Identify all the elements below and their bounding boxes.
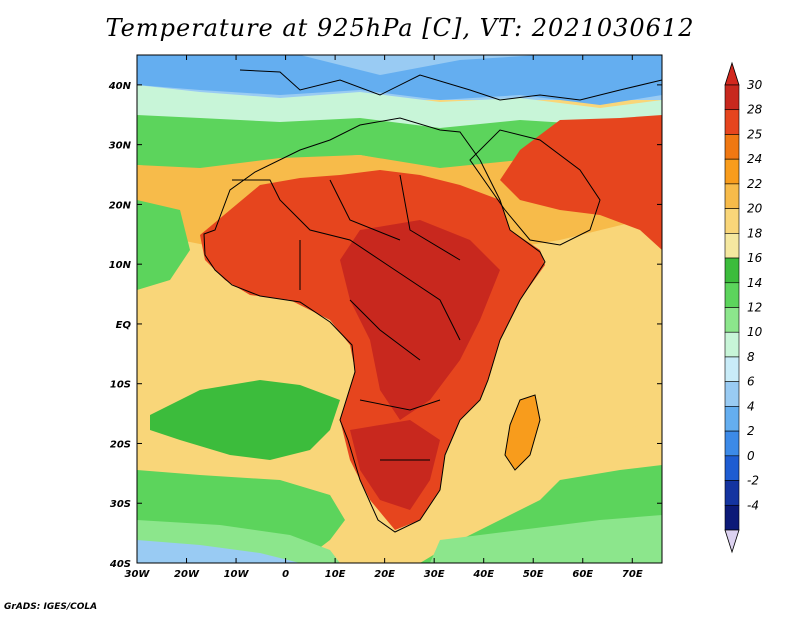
coastlines	[203, 69, 662, 533]
colorbar-swatch	[724, 406, 740, 432]
lat-tick-label: 20N	[109, 200, 132, 211]
colorbar-swatch	[724, 356, 740, 382]
colorbar-label: 2	[747, 424, 755, 438]
colorbar-swatch	[724, 381, 740, 407]
colorbar-bottom-arrow	[724, 529, 740, 554]
lon-tick-label: 10E	[325, 569, 346, 580]
lon-tick-label: 70E	[622, 569, 643, 580]
colorbar-swatch	[724, 109, 740, 135]
colorbar-swatch	[724, 158, 740, 185]
lat-tick-label: 20S	[110, 439, 131, 450]
colorbar-label: 8	[747, 350, 755, 364]
colorbar-top-arrow	[724, 61, 740, 86]
colorbar-label: 22	[747, 177, 762, 191]
colorbar-label: 0	[747, 449, 755, 463]
lon-tick-label: 20W	[174, 569, 200, 580]
colorbar-label: 16	[747, 251, 763, 265]
madagascar-coast	[504, 394, 541, 471]
colorbar-swatch	[724, 504, 740, 531]
lat-tick-label: 10S	[110, 380, 131, 391]
madagascar	[505, 395, 540, 470]
south-atlantic-green	[150, 380, 340, 460]
lon-tick-label: 20E	[374, 569, 395, 580]
colorbar-swatch	[724, 331, 740, 358]
colorbar-swatch	[724, 282, 740, 308]
colorbar-label: 28	[747, 103, 763, 117]
lat-tick-label: 30N	[109, 141, 132, 152]
colorbar-swatch	[724, 208, 740, 234]
colorbar-label: 25	[747, 127, 762, 141]
country-borders	[232, 174, 461, 461]
colorbar-label: 30	[747, 78, 763, 92]
central-africa-hottest	[340, 220, 500, 420]
temperature-field	[137, 55, 662, 563]
colorbar-label: -2	[747, 474, 759, 488]
colorbar-swatch	[724, 257, 740, 284]
lon-tick-label: 30W	[125, 569, 151, 580]
lon-tick-label: 40E	[472, 569, 494, 580]
europe-coast	[239, 69, 662, 101]
lon-tick-label: 10W	[224, 569, 250, 580]
arabia-hot-zone	[500, 115, 662, 250]
colorbar-swatch	[724, 183, 740, 209]
map-frame	[136, 54, 663, 564]
colorbar-label: 4	[747, 399, 755, 413]
colorbar-swatch	[724, 84, 740, 111]
colorbar-label: 24	[747, 152, 762, 166]
lon-tick-label: 50E	[523, 569, 544, 580]
arabia-coast	[469, 129, 601, 246]
chart-title: Temperature at 925hPa [C], VT: 202103061…	[105, 14, 695, 42]
colorbar-swatch	[724, 233, 740, 259]
lat-tick-label: 40N	[108, 81, 132, 92]
lat-tick-label: 10N	[109, 260, 132, 271]
colorbar-swatch	[724, 480, 740, 506]
colorbar-swatch	[724, 430, 740, 457]
colorbar-label: 14	[747, 276, 762, 290]
footer-credit: GrADS: IGES/COLA	[4, 602, 98, 612]
atlantic-west-green	[137, 200, 190, 290]
lat-tick-label: 40S	[109, 559, 131, 570]
lat-tick-label: EQ	[116, 320, 132, 331]
north-blue-band	[137, 55, 662, 105]
lat-axis: 40N 30N 20N 10N EQ 10S 20S 30S 40S	[108, 81, 662, 570]
colorbar-label: 6	[747, 375, 755, 389]
north-light-band	[137, 85, 662, 130]
lon-tick-label: 60E	[572, 569, 593, 580]
southern-africa-hottest	[350, 420, 440, 510]
colorbar-label: 12	[747, 301, 762, 315]
colorbar-label: 10	[747, 325, 763, 339]
lon-tick-label: 30E	[424, 569, 445, 580]
colorbar-swatch	[724, 307, 740, 333]
lat-tick-label: 30S	[110, 499, 131, 510]
southwest-blue	[137, 540, 300, 563]
southeast-light-green	[430, 515, 662, 563]
colorbar-label: 20	[747, 202, 763, 216]
colorbar-swatch	[724, 455, 740, 481]
colorbar-label: 18	[747, 226, 763, 240]
lon-axis: 30W 20W 10W 0 10E 20E 30E 40E 50E 60E 70E	[125, 55, 643, 580]
africa-coastline	[203, 117, 546, 533]
lon-tick-label: 0	[282, 569, 289, 580]
colorbar-swatch	[724, 134, 740, 160]
colorbar-label: -4	[747, 498, 759, 512]
